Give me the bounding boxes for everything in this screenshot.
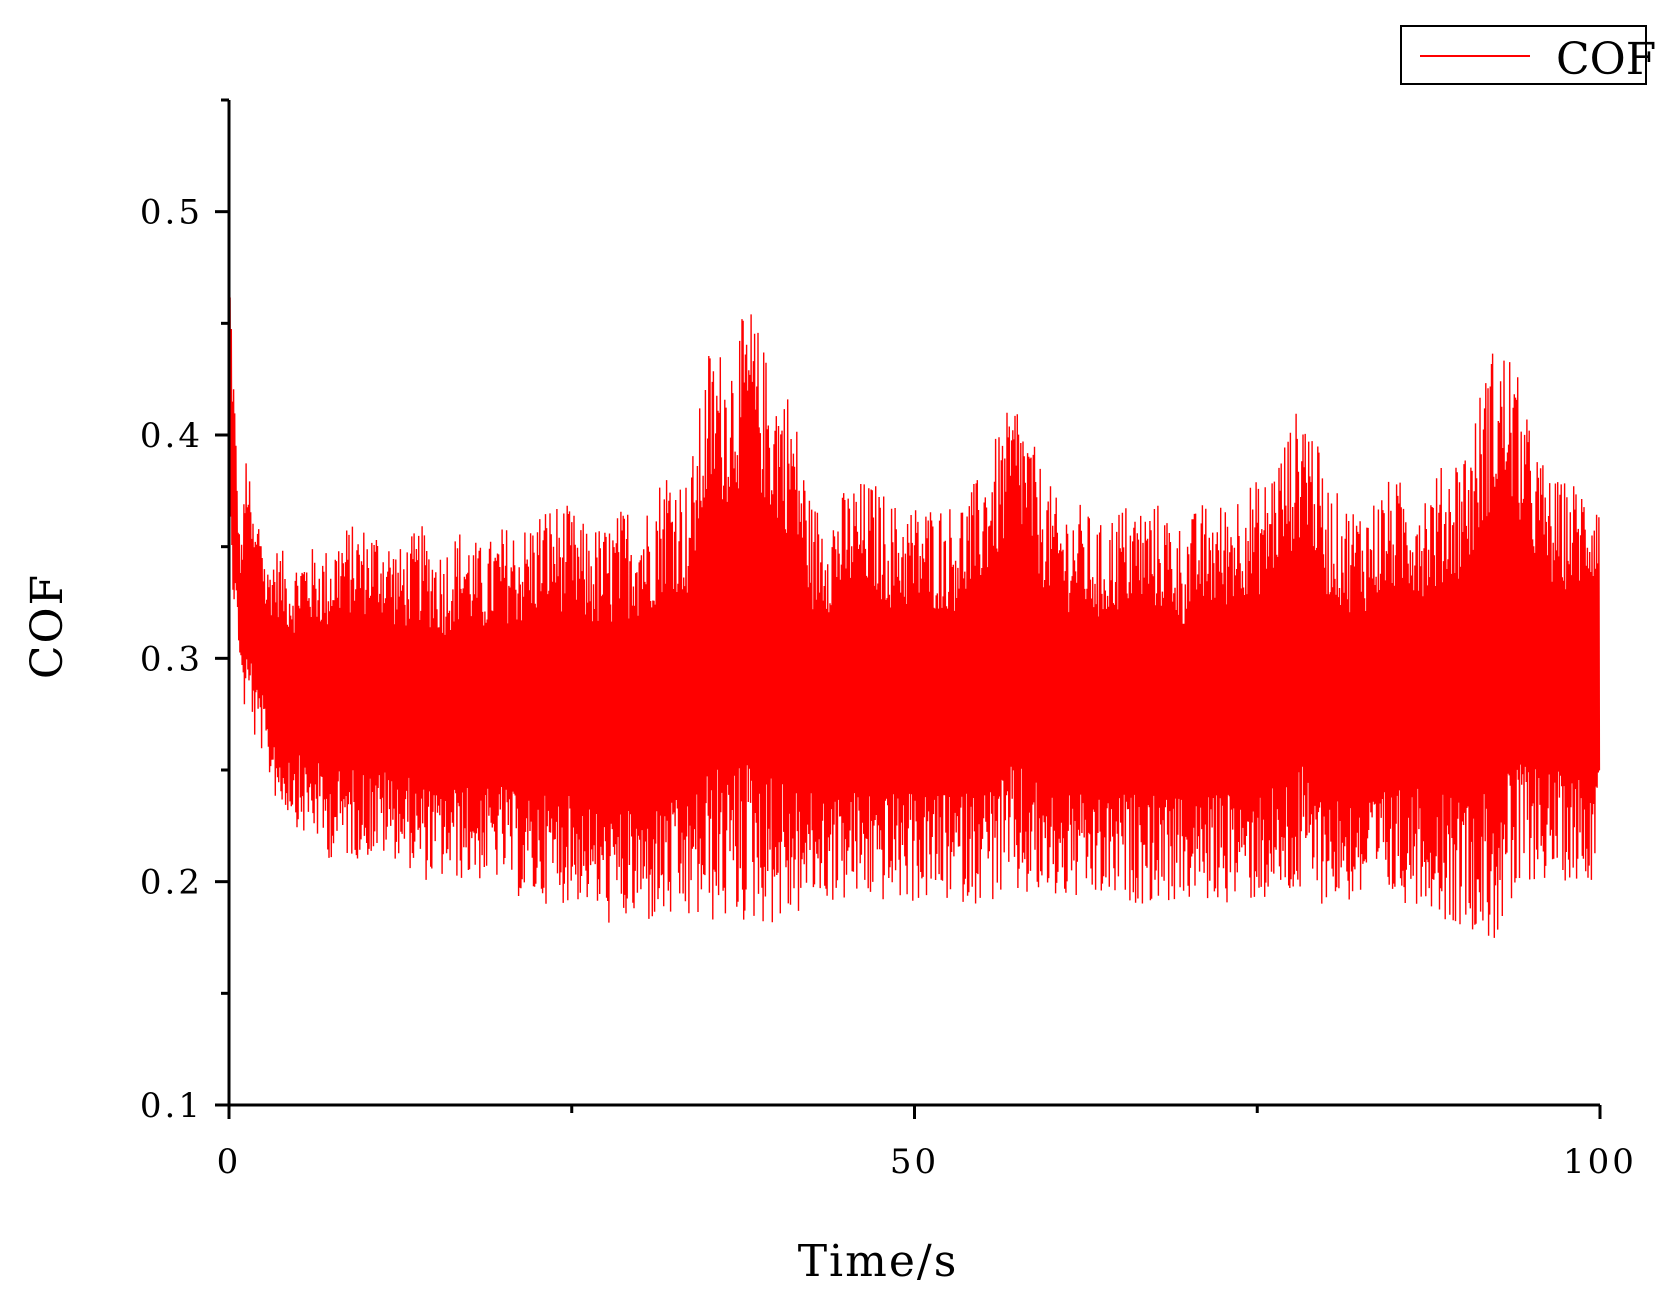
y-tick-label: 0.2 — [140, 863, 203, 903]
x-tick-label: 100 — [1563, 1142, 1637, 1182]
y-tick-label: 0.4 — [140, 416, 203, 456]
y-tick-label: 0.3 — [140, 639, 203, 679]
series-line-cof — [228, 277, 1601, 938]
axes-layer: 0.1 0.2 0.3 0.4 0.5 0 50 100 — [140, 98, 1637, 1182]
y-axis-title: COF — [22, 573, 73, 679]
y-tick-label: 0.1 — [140, 1086, 203, 1126]
x-tick-label: 50 — [890, 1142, 939, 1182]
y-tick-label: 0.5 — [140, 193, 203, 233]
legend-entry-cof: COF — [1556, 34, 1656, 85]
labels-layer: Time/s COF — [22, 573, 959, 1287]
legend: COF — [1400, 25, 1656, 85]
x-tick-label: 0 — [217, 1142, 242, 1182]
x-axis-title: Time/s — [798, 1236, 959, 1287]
series-layer — [228, 277, 1601, 938]
